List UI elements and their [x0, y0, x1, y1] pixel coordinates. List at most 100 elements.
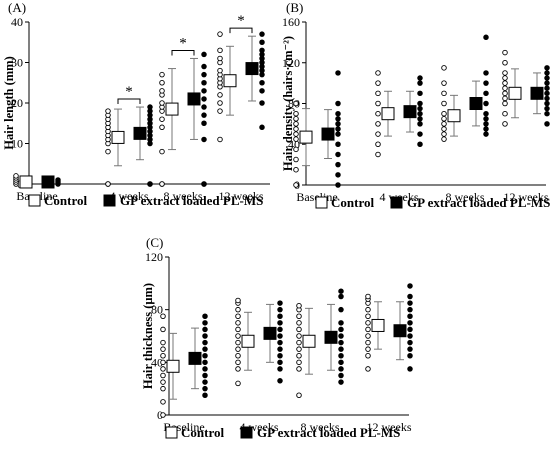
- data-point: [544, 95, 550, 102]
- data-point: [407, 366, 413, 372]
- data-point: [338, 366, 344, 372]
- data-point: [365, 313, 371, 320]
- data-point: [365, 293, 371, 300]
- data-point: [201, 104, 207, 110]
- data-point: [277, 353, 283, 359]
- x-tick-label: 4 weeks: [110, 189, 149, 203]
- data-point: [159, 124, 165, 131]
- data-point: [296, 392, 302, 399]
- x-tick-label: 12 weeks: [367, 420, 412, 434]
- data-point: [365, 366, 371, 372]
- y-tick-label: 120: [145, 250, 163, 264]
- data-point: [296, 313, 302, 320]
- data-point: [293, 146, 299, 153]
- significance-bracket: *: [171, 35, 195, 56]
- data-point: [160, 399, 166, 405]
- mean-marker: [111, 130, 125, 144]
- legend-control-label: Control: [331, 195, 374, 210]
- data-point: [293, 156, 299, 163]
- mean-marker: [19, 175, 33, 189]
- data-point: [259, 124, 265, 131]
- data-point: [293, 100, 299, 107]
- data-point: [293, 121, 299, 127]
- data-point: [202, 359, 208, 366]
- mean-marker: [187, 92, 201, 106]
- data-point: [441, 126, 447, 132]
- legend-treatment-label: GP extract loaded PL-MS: [257, 425, 400, 440]
- data-point: [160, 326, 166, 333]
- data-point: [202, 385, 208, 392]
- mean-marker: [371, 318, 385, 332]
- mean-marker: [299, 130, 313, 144]
- data-point: [277, 320, 283, 326]
- mean-marker: [241, 334, 255, 348]
- data-point: [417, 75, 423, 81]
- data-point: [375, 70, 381, 76]
- data-point: [441, 65, 447, 71]
- legend-control-label: Control: [44, 193, 87, 208]
- data-point: [407, 333, 413, 339]
- data-point: [277, 359, 283, 366]
- data-point: [483, 110, 489, 117]
- data-point: [544, 105, 550, 112]
- data-point: [202, 313, 208, 320]
- data-point: [365, 353, 371, 359]
- y-tick-label: 160: [282, 15, 300, 29]
- data-point: [202, 366, 208, 372]
- data-point: [55, 177, 61, 183]
- legend-control-label: Control: [181, 425, 224, 440]
- data-point: [483, 80, 489, 86]
- data-point: [259, 39, 265, 46]
- data-point: [441, 121, 447, 127]
- data-point: [201, 120, 207, 126]
- data-point: [147, 181, 153, 187]
- legend: Control GP extract loaded PL-MS: [315, 195, 550, 210]
- data-point: [217, 47, 223, 54]
- data-point: [483, 131, 489, 137]
- data-point: [159, 100, 165, 106]
- data-point: [338, 346, 344, 352]
- data-point: [407, 283, 413, 289]
- data-point: [338, 293, 344, 300]
- data-point: [259, 88, 265, 94]
- data-point: [483, 34, 489, 41]
- data-point: [335, 126, 341, 132]
- mean-marker: [263, 326, 277, 340]
- data-point: [441, 80, 447, 86]
- data-point: [335, 141, 341, 147]
- data-point: [296, 320, 302, 326]
- data-point: [277, 300, 283, 306]
- data-point: [365, 306, 371, 313]
- data-point: [502, 110, 508, 117]
- data-point: [544, 75, 550, 81]
- data-point: [338, 372, 344, 379]
- data-point: [201, 63, 207, 70]
- data-point: [365, 346, 371, 352]
- data-point: [441, 116, 447, 122]
- data-point: [201, 181, 207, 187]
- y-axis-label: Hair density (hairs·cm⁻²): [281, 36, 295, 171]
- data-point: [335, 116, 341, 122]
- mean-marker: [41, 175, 55, 189]
- data-point: [502, 85, 508, 91]
- significance-bracket: *: [117, 84, 141, 105]
- data-point: [159, 116, 165, 122]
- data-point: [544, 121, 550, 127]
- data-point: [335, 131, 341, 137]
- data-point: [483, 121, 489, 127]
- data-point: [159, 148, 165, 155]
- mean-marker: [245, 62, 259, 76]
- mean-marker: [133, 126, 147, 140]
- data-point: [502, 75, 508, 81]
- data-point: [441, 110, 447, 117]
- data-point: [338, 353, 344, 359]
- panel-label: (B): [286, 0, 303, 15]
- data-point: [544, 80, 550, 86]
- mean-marker: [447, 109, 461, 123]
- mean-marker: [469, 97, 483, 110]
- legend: Control GP extract loaded PL-MS: [28, 193, 263, 208]
- data-point: [202, 339, 208, 346]
